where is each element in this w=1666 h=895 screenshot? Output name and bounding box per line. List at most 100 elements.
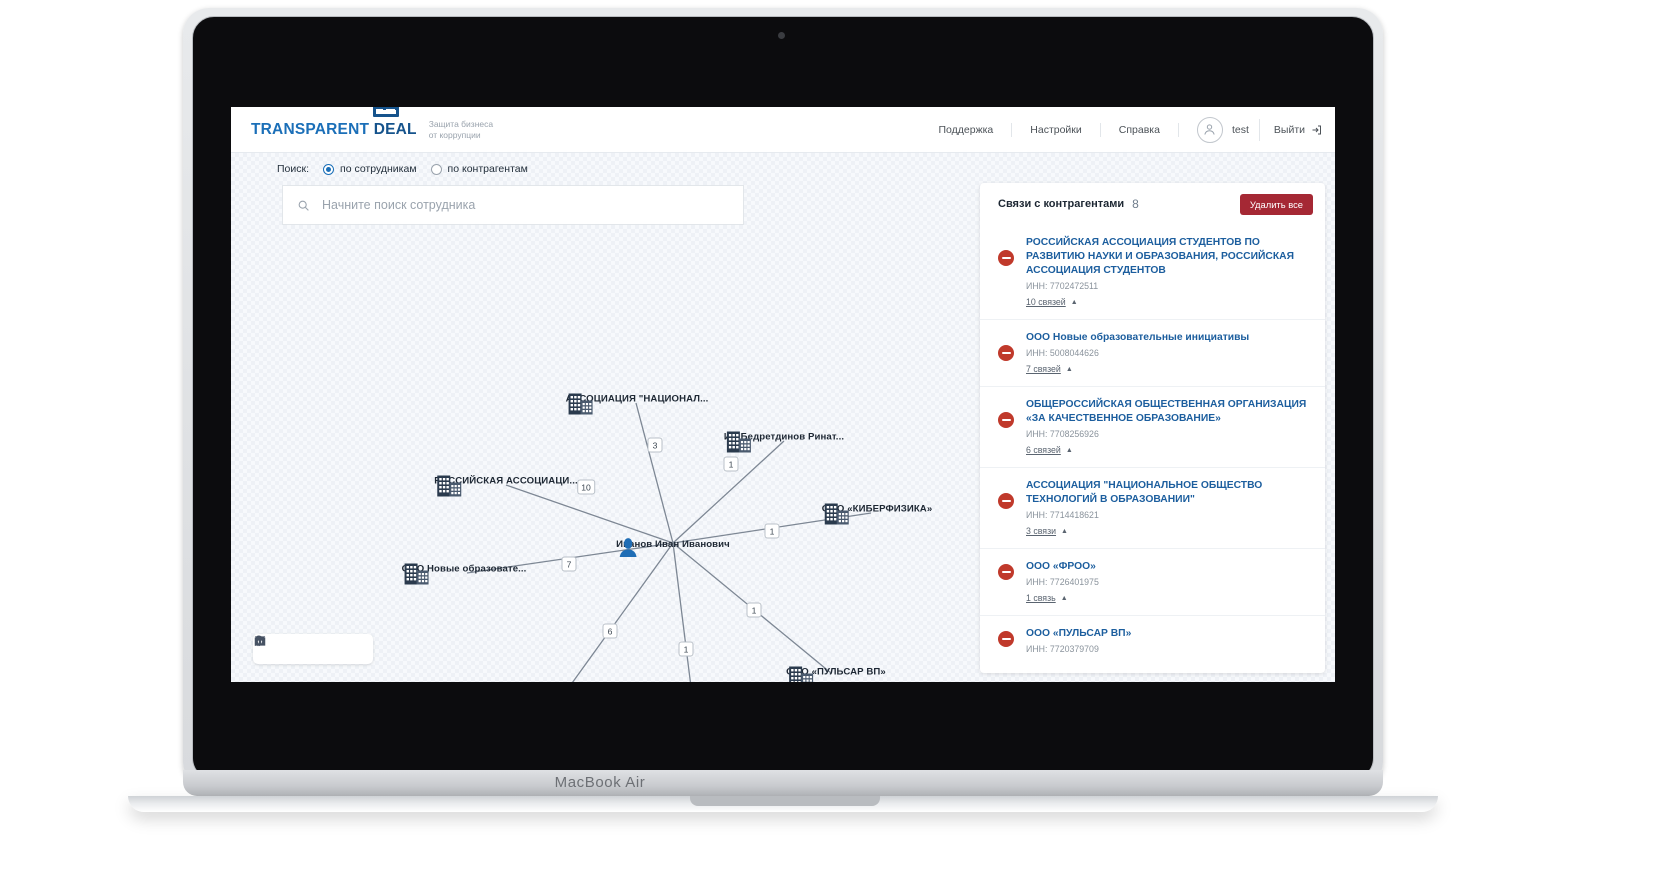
remove-icon[interactable] <box>998 564 1014 580</box>
edge-weight-badge[interactable]: 10 <box>577 479 595 495</box>
list-item[interactable]: РОССИЙСКАЯ АССОЦИАЦИЯ СТУДЕНТОВ ПО РАЗВИ… <box>980 225 1325 319</box>
list-item[interactable]: ООО «ФРОО» ИНН: 7726401975 1 связь ▲ <box>980 548 1325 615</box>
graph-node-label: АССОЦИАЦИЯ "НАЦИОНАЛ... <box>565 393 709 405</box>
graph-edges <box>466 402 872 682</box>
graph-node-label: Иванов Иван Иванович <box>616 539 730 550</box>
search-prefix-label: Поиск: <box>277 163 310 175</box>
search-box[interactable] <box>282 185 744 225</box>
laptop-notch <box>690 796 880 806</box>
building-icon <box>404 563 429 585</box>
edge-weight-badge[interactable]: 3 <box>647 437 663 453</box>
app-header: TRANSPARENT DEAL Защита бизнеса от корру… <box>231 107 1335 153</box>
user-name: test <box>1231 123 1249 136</box>
building-icon <box>437 475 462 497</box>
panel-title: Связи с контрагентами <box>998 198 1125 210</box>
links-count: 3 связи <box>1026 526 1057 536</box>
relations-graph[interactable]: 3 1 10 1 7 1 6 1 <box>231 153 1001 682</box>
logo-tagline-line2: от коррупции <box>428 129 481 140</box>
search-icon <box>298 200 309 211</box>
list-item-body: РОССИЙСКАЯ АССОЦИАЦИЯ СТУДЕНТОВ ПО РАЗВИ… <box>1026 236 1309 310</box>
counterparty-name[interactable]: ОБЩЕРОССИЙСКАЯ ОБЩЕСТВЕННАЯ ОРГАНИЗАЦИЯ … <box>1026 399 1307 424</box>
links-toggle[interactable]: 10 связей ▲ <box>1026 297 1078 307</box>
building-icon <box>789 666 814 682</box>
graph-toolbar <box>253 634 373 664</box>
graph-node-label: ООО Новые образовате... <box>401 563 527 575</box>
nav-support[interactable]: Поддержка <box>920 122 1013 137</box>
links-count: 1 связь <box>1026 593 1056 603</box>
nav-help[interactable]: Справка <box>1101 122 1179 137</box>
graph-node-company[interactable]: ООО «КИБЕРФИЗИКА» <box>822 502 933 525</box>
links-count: 10 связей <box>1026 297 1066 307</box>
list-item[interactable]: АССОЦИАЦИЯ "НАЦИОНАЛЬНОЕ ОБЩЕСТВО ТЕХНОЛ… <box>980 467 1325 548</box>
graph-node-company[interactable]: ООО «ПУЛЬСАР ВП» <box>786 665 886 682</box>
remove-icon[interactable] <box>998 345 1014 361</box>
graph-node-company[interactable]: ИП Бедретдинов Ринат... <box>724 430 844 453</box>
logo-main: TRANSPARENT <box>251 120 370 138</box>
counterparty-name[interactable]: ООО Новые образовательные инициативы <box>1026 332 1250 343</box>
laptop-base <box>183 770 1383 796</box>
logout-label: Выйти <box>1273 123 1305 136</box>
list-item-body: АССОЦИАЦИЯ "НАЦИОНАЛЬНОЕ ОБЩЕСТВО ТЕХНОЛ… <box>1026 479 1309 539</box>
list-item[interactable]: ООО Новые образовательные инициативы ИНН… <box>980 319 1325 386</box>
edge-weight-badge[interactable]: 6 <box>602 623 618 639</box>
counterparty-inn: ИНН: 7708256926 <box>1026 429 1099 439</box>
chevron-up-icon: ▲ <box>1070 298 1078 306</box>
webcam-dot <box>778 32 785 39</box>
delete-all-button[interactable]: Удалить все <box>1239 193 1313 215</box>
search-mode-row: Поиск: по сотрудникам по контрагентам <box>277 163 528 175</box>
edge-weight-badge[interactable]: 1 <box>723 456 739 472</box>
radio-by-counterparties[interactable]: по контрагентам <box>430 163 528 175</box>
remove-icon[interactable] <box>998 412 1014 428</box>
links-toggle[interactable]: 3 связи ▲ <box>1026 526 1068 536</box>
list-item[interactable]: ОБЩЕРОССИЙСКАЯ ОБЩЕСТВЕННАЯ ОРГАНИЗАЦИЯ … <box>980 386 1325 467</box>
counterparty-name[interactable]: ООО «ПУЛЬСАР ВП» <box>1026 628 1132 639</box>
logo-tagline: Защита бизнеса от коррупции <box>429 119 493 141</box>
edge-weight-badge[interactable]: 1 <box>764 523 780 539</box>
logo-text: TRANSPARENT DEAL <box>251 107 417 139</box>
graph-node-company[interactable]: РОССИЙСКАЯ АССОЦИАЦИ... <box>434 474 578 497</box>
list-item-body: ООО Новые образовательные инициативы ИНН… <box>1026 331 1309 377</box>
counterparty-name[interactable]: ООО «ФРОО» <box>1026 561 1096 572</box>
graph-node-company[interactable]: ООО Новые образовате... <box>401 562 527 585</box>
links-toggle[interactable]: 6 связей ▲ <box>1026 445 1073 455</box>
links-toggle[interactable]: 1 связь ▲ <box>1026 593 1068 603</box>
counterparty-name[interactable]: АССОЦИАЦИЯ "НАЦИОНАЛЬНОЕ ОБЩЕСТВО ТЕХНОЛ… <box>1026 480 1263 505</box>
panel-count: 8 <box>1132 197 1139 211</box>
radio-by-employees-label: по сотрудникам <box>340 163 417 175</box>
counterparty-name[interactable]: РОССИЙСКАЯ АССОЦИАЦИЯ СТУДЕНТОВ ПО РАЗВИ… <box>1026 237 1294 276</box>
chevron-up-icon: ▲ <box>1060 594 1068 602</box>
filter-icon[interactable] <box>253 634 267 648</box>
app-logo[interactable]: TRANSPARENT DEAL Защита бизнеса от корру… <box>251 107 493 141</box>
nav-settings[interactable]: Настройки <box>1012 122 1101 137</box>
list-item[interactable]: ООО «ПУЛЬСАР ВП» ИНН: 7720379709 <box>980 615 1325 663</box>
links-toggle[interactable]: 7 связей ▲ <box>1026 364 1073 374</box>
app-screen: TRANSPARENT DEAL Защита бизнеса от корру… <box>231 107 1335 682</box>
building-icon <box>726 431 751 453</box>
remove-icon[interactable] <box>998 631 1014 647</box>
person-icon <box>619 538 637 557</box>
graph-node-person[interactable]: Иванов Иван Иванович <box>616 536 730 557</box>
edge-weight-badge[interactable]: 1 <box>746 602 762 618</box>
list-item-body: ООО «ПУЛЬСАР ВП» ИНН: 7720379709 <box>1026 627 1309 654</box>
counterparty-list[interactable]: РОССИЙСКАЯ АССОЦИАЦИЯ СТУДЕНТОВ ПО РАЗВИ… <box>980 225 1325 673</box>
app-body: Поиск: по сотрудникам по контрагентам <box>231 153 1335 682</box>
chevron-up-icon: ▲ <box>1065 446 1073 454</box>
edge-weight-badge[interactable]: 1 <box>678 641 694 657</box>
logout-icon <box>1312 125 1321 134</box>
edge-weight-badge[interactable]: 7 <box>561 556 577 572</box>
remove-icon[interactable] <box>998 493 1014 509</box>
remove-icon[interactable] <box>998 250 1014 266</box>
radio-by-counterparties-label: по контрагентам <box>447 163 528 175</box>
list-item-body: ОБЩЕРОССИЙСКАЯ ОБЩЕСТВЕННАЯ ОРГАНИЗАЦИЯ … <box>1026 398 1309 458</box>
logout-button[interactable]: Выйти <box>1258 118 1335 141</box>
graph-node-label: РОССИЙСКАЯ АССОЦИАЦИ... <box>434 475 578 487</box>
search-input[interactable] <box>322 198 729 212</box>
user-account[interactable]: test <box>1179 116 1259 143</box>
building-icon <box>824 503 849 525</box>
radio-by-employees[interactable]: по сотрудникам <box>323 163 417 175</box>
graph-node-company[interactable]: АССОЦИАЦИЯ "НАЦИОНАЛ... <box>565 392 709 415</box>
panel-header: Связи с контрагентами 8 Удалить все <box>980 183 1325 225</box>
counterparty-inn: ИНН: 7720379709 <box>1026 644 1099 654</box>
list-item-body: ООО «ФРОО» ИНН: 7726401975 1 связь ▲ <box>1026 560 1309 606</box>
chevron-up-icon: ▲ <box>1065 365 1073 373</box>
